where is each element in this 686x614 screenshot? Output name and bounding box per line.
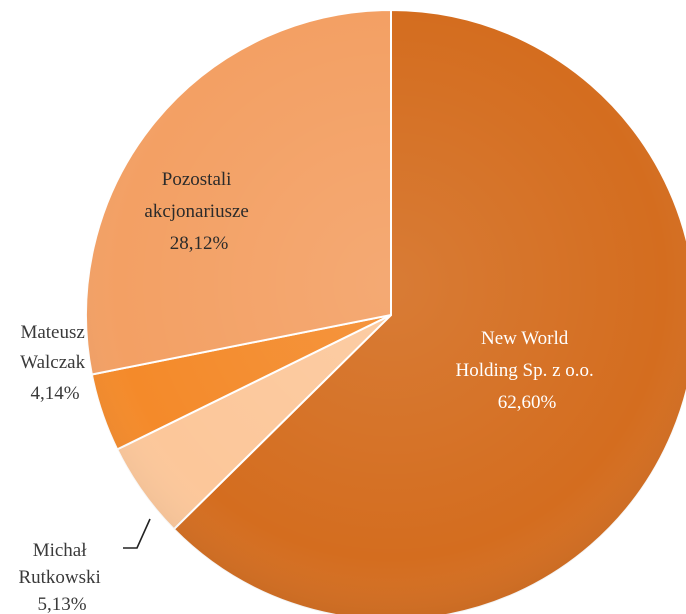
slice-label-line: akcjonariusze bbox=[144, 201, 248, 222]
slice-label-pozostali: Pozostali akcjonariusze 28,12% bbox=[144, 169, 253, 254]
slice-label-line: Holding Sp. z o.o. bbox=[455, 360, 593, 381]
slice-label-new-world: New World Holding Sp. z o.o. 62,60% bbox=[455, 328, 598, 413]
slice-label-mateusz: Mateusz Walczak 4,14% bbox=[20, 322, 90, 404]
slice-label-line: Walczak bbox=[20, 352, 85, 373]
slice-label-percent: 62,60% bbox=[498, 392, 557, 413]
slice-label-line: Rutkowski bbox=[18, 567, 100, 588]
slice-label-line: Pozostali bbox=[162, 169, 232, 190]
leader-line-michal bbox=[123, 518, 151, 549]
pie-slice-pozostali bbox=[85, 9, 392, 376]
slice-label-line: New World bbox=[481, 328, 569, 349]
slice-label-line: Mateusz bbox=[20, 322, 84, 343]
slice-label-percent: 28,12% bbox=[170, 233, 229, 254]
pie-slices bbox=[85, 9, 686, 614]
slice-label-percent: 4,14% bbox=[30, 383, 79, 404]
slice-label-percent: 5,13% bbox=[37, 594, 86, 614]
slice-label-michal: Michał Rutkowski 5,13% bbox=[18, 540, 105, 614]
slice-label-line: Michał bbox=[33, 540, 88, 561]
